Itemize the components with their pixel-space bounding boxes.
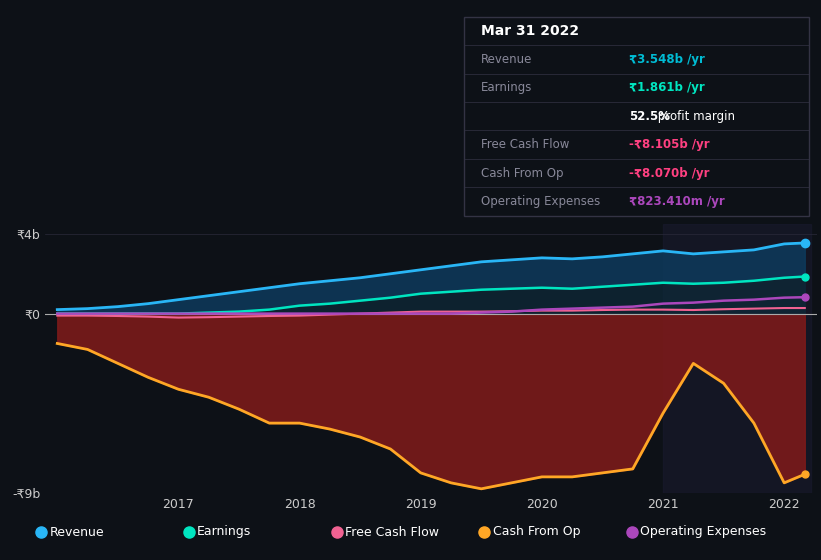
Text: ₹823.410m /yr: ₹823.410m /yr [630,195,725,208]
FancyBboxPatch shape [464,17,809,216]
Text: profit margin: profit margin [654,110,735,123]
Text: Operating Expenses: Operating Expenses [640,525,767,539]
Text: 52.5%: 52.5% [630,110,671,123]
Text: Operating Expenses: Operating Expenses [481,195,600,208]
Text: Earnings: Earnings [481,81,533,94]
Text: -₹8.105b /yr: -₹8.105b /yr [630,138,710,151]
Text: Free Cash Flow: Free Cash Flow [481,138,570,151]
Text: Cash From Op: Cash From Op [493,525,580,539]
Bar [663,224,811,493]
Text: Cash From Op: Cash From Op [481,166,563,180]
Text: ₹1.861b /yr: ₹1.861b /yr [630,81,705,94]
Text: Free Cash Flow: Free Cash Flow [345,525,438,539]
Text: -₹8.070b /yr: -₹8.070b /yr [630,166,710,180]
Text: Revenue: Revenue [49,525,104,539]
Text: Earnings: Earnings [197,525,251,539]
Text: Mar 31 2022: Mar 31 2022 [481,24,580,38]
Text: ₹3.548b /yr: ₹3.548b /yr [630,53,705,66]
Text: Revenue: Revenue [481,53,533,66]
